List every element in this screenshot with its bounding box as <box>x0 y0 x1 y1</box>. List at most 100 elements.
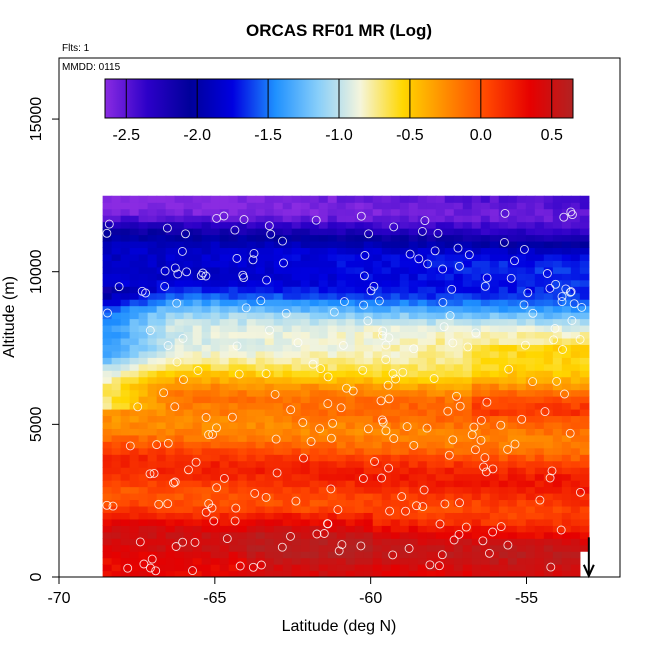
heatmap-cell <box>111 357 122 365</box>
heatmap-cell <box>561 273 572 281</box>
heatmap-cell <box>498 460 509 468</box>
heatmap-cell <box>129 396 140 404</box>
sample-point <box>391 374 401 384</box>
heatmap-cell <box>363 460 374 468</box>
sample-point <box>504 364 514 374</box>
heatmap-cell <box>282 383 293 391</box>
heatmap-cell <box>120 273 131 281</box>
heatmap-cell <box>300 324 311 333</box>
heatmap-cell <box>462 473 473 481</box>
heatmap-cell <box>165 557 176 565</box>
heatmap-cell <box>282 286 293 294</box>
heatmap-cell <box>471 434 482 442</box>
heatmap-cell <box>507 234 518 242</box>
heatmap-cell <box>183 312 194 320</box>
heatmap-cell <box>318 370 329 378</box>
heatmap-cell <box>345 480 356 488</box>
heatmap-cell <box>111 486 122 494</box>
heatmap-cell <box>327 512 338 520</box>
heatmap-cell <box>480 421 491 429</box>
heatmap-cell <box>147 505 158 513</box>
heatmap-cell <box>435 286 446 294</box>
heatmap-cell <box>264 518 275 526</box>
heatmap-cell <box>552 505 563 513</box>
heatmap-cell <box>354 331 365 339</box>
heatmap-cell <box>381 344 392 352</box>
heatmap-cell <box>579 324 590 333</box>
heatmap-cell <box>579 447 590 455</box>
heatmap-cell <box>399 434 410 442</box>
heatmap-cell <box>336 370 347 378</box>
heatmap-cell <box>561 331 572 339</box>
heatmap-cell <box>408 299 419 307</box>
heatmap-cell <box>444 570 455 577</box>
heatmap-cell <box>246 434 257 442</box>
heatmap-cell <box>561 551 572 559</box>
heatmap-cell <box>480 538 491 546</box>
heatmap-cell <box>570 505 581 513</box>
heatmap-cell <box>201 247 212 255</box>
heatmap-cell <box>561 337 572 345</box>
heatmap-cell <box>552 363 563 371</box>
heatmap-cell <box>264 370 275 378</box>
heatmap-cell <box>192 454 203 462</box>
heatmap-cell <box>165 253 176 261</box>
heatmap-cell <box>435 396 446 404</box>
heatmap-cell <box>471 480 482 488</box>
heatmap-cell <box>237 564 248 572</box>
heatmap-cell <box>327 215 338 223</box>
heatmap-cell <box>282 350 293 358</box>
heatmap-cell <box>525 402 536 410</box>
heatmap-cell <box>228 202 239 210</box>
heatmap-cell <box>444 215 455 223</box>
heatmap-cell <box>228 208 239 216</box>
heatmap-cell <box>237 324 248 333</box>
heatmap-cell <box>300 253 311 261</box>
heatmap-cell <box>525 408 536 417</box>
heatmap-cell <box>399 564 410 572</box>
heatmap-cell <box>156 350 167 358</box>
heatmap-cell <box>102 486 113 494</box>
heatmap-cell <box>156 363 167 371</box>
heatmap-cell <box>237 525 248 533</box>
heatmap-cell <box>300 538 311 546</box>
heatmap-cell <box>174 208 185 216</box>
sample-point <box>535 495 545 505</box>
heatmap-cell <box>309 344 320 352</box>
heatmap-cell <box>183 357 194 365</box>
heatmap-cell <box>480 544 491 552</box>
heatmap-cell <box>453 273 464 281</box>
heatmap-cell <box>291 538 302 546</box>
heatmap-cell <box>246 331 257 339</box>
heatmap-cell <box>516 492 527 501</box>
heatmap-cell <box>318 228 329 236</box>
heatmap-cell <box>570 240 581 249</box>
sample-point <box>455 401 465 411</box>
heatmap-cell <box>147 234 158 242</box>
heatmap-cell <box>408 454 419 462</box>
heatmap-cell <box>201 331 212 339</box>
heatmap-cell <box>525 441 536 449</box>
heatmap-cell <box>291 428 302 436</box>
heatmap-cell <box>120 402 131 410</box>
heatmap-cell <box>129 221 140 229</box>
heatmap-cell <box>309 512 320 520</box>
x-tick-label: -70 <box>47 590 70 607</box>
heatmap-cell <box>228 512 239 520</box>
heatmap-cell <box>363 247 374 255</box>
heatmap-cell <box>309 531 320 539</box>
heatmap-cell <box>291 344 302 352</box>
heatmap-cell <box>390 383 401 391</box>
heatmap-cell <box>570 383 581 391</box>
sample-point <box>323 399 333 409</box>
heatmap-cell <box>318 299 329 307</box>
heatmap-cell <box>534 447 545 455</box>
heatmap-cell <box>561 538 572 546</box>
sample-point <box>557 292 567 302</box>
heatmap-cell <box>543 234 554 242</box>
heatmap-cell <box>534 350 545 358</box>
heatmap-cell <box>120 253 131 261</box>
heatmap-cell <box>480 454 491 462</box>
heatmap-cell <box>138 331 149 339</box>
heatmap-cell <box>336 441 347 449</box>
